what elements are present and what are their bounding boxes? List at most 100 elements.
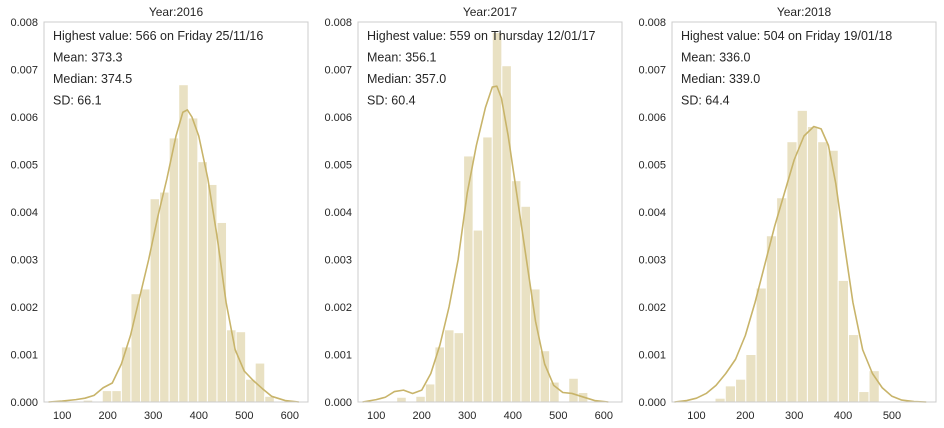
y-tick-label: 0.002 [638, 302, 666, 314]
histogram-bar [735, 378, 747, 403]
axes-frame [43, 21, 309, 403]
histogram-bar [530, 288, 541, 403]
histogram-bar [776, 197, 788, 403]
x-tick-label: 300 [785, 410, 803, 422]
panel-2: Year:2017 0.000 0.001 0.002 0.003 0.004 0.005 0… [324, 5, 623, 422]
histogram-bar [472, 229, 484, 403]
histogram-bar [130, 293, 142, 403]
panel-title: Year:2018 [777, 5, 832, 19]
stat-annotation: Median: 357.0 [367, 72, 446, 86]
x-tick-label: 100 [367, 410, 385, 422]
kde-line [48, 109, 299, 403]
axes-frame [357, 21, 623, 403]
histogram-bar [235, 331, 247, 403]
histogram-bar [847, 334, 860, 403]
x-tick-label: 600 [281, 410, 299, 422]
y-tick-label: 0.002 [10, 302, 38, 314]
x-tick-label: 100 [53, 410, 71, 422]
panel-title: Year:2016 [149, 5, 204, 19]
histogram-bar [168, 137, 180, 403]
y-tick-label: 0.008 [10, 17, 38, 29]
histogram-bar [424, 383, 436, 403]
histogram-bar [140, 288, 151, 403]
x-tick-label: 400 [504, 410, 522, 422]
histogram-bar [837, 279, 849, 403]
histogram-bar [206, 183, 218, 403]
histogram-bar [724, 385, 737, 403]
histogram-bar [443, 329, 455, 403]
y-tick-label: 0.003 [324, 255, 352, 267]
histogram-bar [453, 332, 465, 403]
histogram-bar [178, 84, 189, 403]
y-tick-label: 0.006 [10, 112, 38, 124]
stat-annotation: Highest value: 566 on Friday 25/11/16 [53, 29, 263, 43]
histogram-bars [714, 109, 880, 403]
y-tick-label: 0.005 [638, 160, 666, 172]
y-tick-label: 0.006 [638, 112, 666, 124]
histogram-bar [817, 141, 829, 403]
x-tick-label: 200 [99, 410, 117, 422]
y-tick-label: 0.000 [324, 397, 352, 409]
y-tick-label: 0.001 [10, 350, 38, 362]
histogram-bar [197, 161, 208, 403]
stat-annotation: Mean: 373.3 [53, 51, 123, 65]
histogram-bar [111, 390, 122, 403]
histogram-bar [714, 397, 726, 403]
x-tick-label: 400 [190, 410, 208, 422]
histogram-bar [120, 346, 132, 403]
y-tick-label: 0.000 [638, 397, 666, 409]
stat-annotation: SD: 64.4 [681, 94, 730, 108]
histogram-bar [568, 377, 579, 403]
y-tick-label: 0.004 [638, 207, 666, 219]
histogram-bar [765, 235, 778, 403]
panels: Year:2016 0.000 0.001 0.002 0.003 0.004 0.005 0… [10, 5, 937, 422]
y-tick-label: 0.001 [324, 350, 352, 362]
x-tick-label: 600 [595, 410, 613, 422]
histogram-bar [463, 155, 474, 403]
y-tick-label: 0.007 [324, 65, 352, 77]
histogram-bar [396, 396, 407, 403]
x-tick-label: 300 [458, 410, 476, 422]
panel-3: Year:2018 0.000 0.001 0.002 0.003 0.004 0.005 0… [638, 5, 937, 422]
x-tick-label: 200 [736, 410, 754, 422]
histogram-bar [858, 391, 870, 403]
kde-line [674, 125, 927, 403]
y-tick-label: 0.004 [10, 207, 38, 219]
histogram-bar [415, 395, 426, 403]
stat-annotation: Median: 339.0 [681, 72, 760, 86]
y-tick-label: 0.008 [324, 17, 352, 29]
y-tick-label: 0.008 [638, 17, 666, 29]
y-tick-label: 0.006 [324, 112, 352, 124]
histogram-bar [226, 329, 237, 403]
x-tick-label: 400 [834, 410, 852, 422]
x-tick-label: 500 [549, 410, 567, 422]
axes-frame [671, 21, 937, 403]
histogram-bar [245, 378, 256, 403]
x-tick-label: 200 [413, 410, 431, 422]
panel-title: Year:2017 [463, 5, 518, 19]
histogram-bar [806, 126, 819, 403]
y-tick-label: 0.007 [10, 65, 38, 77]
x-tick-label: 300 [144, 410, 162, 422]
y-tick-label: 0.007 [638, 65, 666, 77]
histogram-bar [745, 354, 757, 403]
stat-annotation: SD: 60.4 [367, 94, 416, 108]
stat-annotation: Mean: 336.0 [681, 51, 751, 65]
histogram-bar [482, 136, 493, 403]
y-tick-label: 0.004 [324, 207, 352, 219]
histogram-bar [539, 350, 551, 403]
y-tick-label: 0.005 [324, 160, 352, 172]
panel-1: Year:2016 0.000 0.001 0.002 0.003 0.004 0.005 0… [10, 5, 309, 422]
histogram-bar [101, 390, 113, 403]
y-tick-label: 0.001 [638, 350, 666, 362]
y-tick-label: 0.005 [10, 160, 38, 172]
y-tick-label: 0.002 [324, 302, 352, 314]
histogram-bar [159, 191, 170, 403]
histogram-bars [396, 31, 589, 403]
kde-line [362, 85, 609, 403]
histogram-bars [82, 84, 275, 403]
histogram-bar [187, 117, 199, 403]
stat-annotation: Median: 374.5 [53, 72, 132, 86]
y-tick-label: 0.003 [10, 255, 38, 267]
